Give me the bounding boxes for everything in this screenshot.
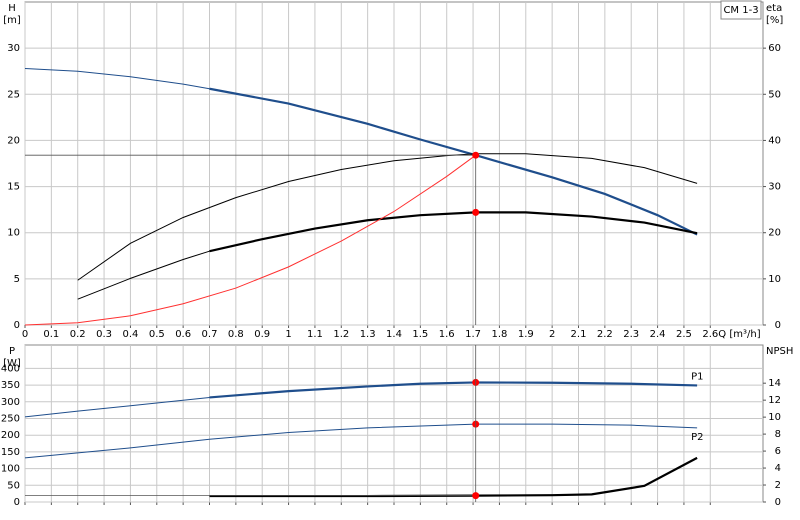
x-tick-label: 0 (22, 329, 28, 340)
y2-tick-label: 50 (768, 89, 781, 100)
y-tick-label: 20 (7, 135, 20, 146)
y-axis-unit: [m] (3, 15, 21, 26)
y-tick-label: 10 (7, 228, 20, 239)
x-tick-label: 2.6 (702, 329, 718, 340)
curve (77, 250, 210, 300)
y2-axis-label: eta (766, 3, 782, 14)
y-tick-label: 5 (14, 274, 20, 285)
y2-tick-label: 60 (768, 43, 781, 54)
y2-tick-label: 6 (775, 446, 781, 457)
y-tick-label: 400 (1, 363, 20, 374)
x-tick-label: 2.2 (597, 329, 613, 340)
x-tick-label: 1.2 (333, 329, 349, 340)
y2-tick-label: 20 (768, 228, 781, 239)
x-tick-label: 0.2 (70, 329, 86, 340)
duty-point (472, 208, 480, 216)
x-tick-label: 0.7 (202, 329, 218, 340)
y-tick-label: 50 (7, 480, 20, 491)
x-tick-label: 1.4 (386, 329, 402, 340)
y-tick-label: 100 (1, 464, 20, 475)
y2-axis-label: NPSH (766, 346, 793, 357)
curve (24, 423, 698, 459)
curve (209, 381, 698, 399)
y2-tick-label: 4 (775, 463, 781, 474)
x-tick-label: 1.6 (439, 329, 455, 340)
duty-point (472, 492, 480, 500)
x-tick-label: 1.1 (307, 329, 323, 340)
curve (209, 211, 698, 253)
x-tick-label: 0.8 (228, 329, 244, 340)
curve (209, 456, 698, 498)
y-tick-label: 15 (7, 182, 20, 193)
y2-axis-unit: [%] (766, 15, 783, 26)
x-tick-label: 2.5 (676, 329, 692, 340)
x-tick-label: 0.3 (96, 329, 112, 340)
curve-label: P2 (691, 432, 703, 443)
y2-tick-label: 10 (768, 412, 781, 423)
x-tick-label: 0.9 (254, 329, 270, 340)
y-tick-label: 0 (14, 320, 20, 331)
x-tick-label: 0.4 (122, 329, 138, 340)
y2-tick-label: 0 (775, 320, 781, 331)
x-tick-label: 1 (285, 329, 291, 340)
x-tick-label: 2 (549, 329, 555, 340)
x-tick-label: 0.1 (43, 329, 59, 340)
y-tick-label: 150 (1, 447, 20, 458)
duty-point (472, 151, 480, 159)
x-axis-label: Q [m³/h] (718, 329, 760, 340)
y-tick-label: 30 (7, 43, 20, 54)
legend-label: CM 1-3 (723, 5, 758, 16)
x-tick-label: 2.1 (571, 329, 587, 340)
curve (77, 153, 698, 281)
y2-tick-label: 2 (775, 480, 781, 491)
x-tick-label: 1.3 (360, 329, 376, 340)
legend-box (720, 0, 762, 20)
y2-tick-label: 0 (775, 497, 781, 508)
y-tick-label: 350 (1, 380, 20, 391)
y-tick-label: 300 (1, 397, 20, 408)
y2-tick-label: 40 (768, 135, 781, 146)
x-tick-label: 2.3 (623, 329, 639, 340)
y-axis-unit: [W] (3, 358, 21, 369)
x-tick-label: 2.4 (650, 329, 666, 340)
y2-tick-label: 10 (768, 274, 781, 285)
x-tick-label: 0.5 (149, 329, 165, 340)
y2-tick-label: 30 (768, 182, 781, 193)
y2-tick-label: 14 (768, 378, 781, 389)
y-tick-label: 200 (1, 430, 20, 441)
x-tick-label: 1.9 (518, 329, 534, 340)
curve-label: P1 (691, 371, 703, 382)
y-tick-label: 0 (14, 497, 20, 508)
x-tick-label: 1.7 (465, 329, 481, 340)
curve (24, 67, 210, 90)
y2-tick-label: 8 (775, 429, 781, 440)
y-tick-label: 25 (7, 89, 20, 100)
curve (24, 396, 210, 418)
curve (24, 154, 477, 326)
y2-tick-label: 12 (768, 395, 781, 406)
x-tick-label: 1.8 (491, 329, 507, 340)
x-tick-label: 0.6 (175, 329, 191, 340)
y-axis-label: H (8, 3, 16, 14)
x-tick-label: 1.5 (412, 329, 428, 340)
y-tick-label: 250 (1, 413, 20, 424)
y-axis-label: P (9, 346, 15, 357)
